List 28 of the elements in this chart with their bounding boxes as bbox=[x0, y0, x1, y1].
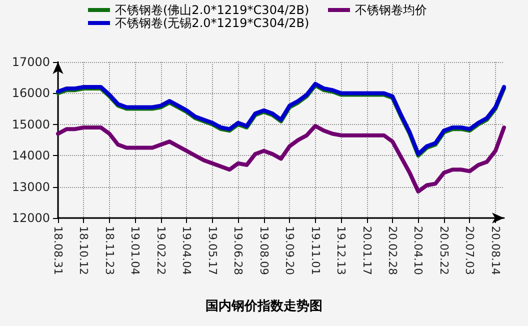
x-tick-label: 20.02.28 bbox=[386, 226, 399, 275]
y-tick-label: 12000 bbox=[12, 211, 50, 225]
x-tick-label: 19.06.28 bbox=[232, 226, 245, 275]
x-tick-label: 20.07.03 bbox=[463, 226, 476, 275]
y-tick-label: 14000 bbox=[12, 148, 50, 163]
y-tick-label: 15000 bbox=[12, 117, 50, 132]
legend-label: 不锈钢卷均价 bbox=[355, 3, 427, 17]
x-tick-label: 20.08.14 bbox=[488, 226, 502, 275]
x-tick-label: 19.11.01 bbox=[308, 226, 322, 275]
x-tick-label: 20.01.17 bbox=[360, 226, 374, 275]
x-tick-label: 19.02.22 bbox=[154, 226, 168, 275]
x-tick-label: 19.08.09 bbox=[257, 226, 270, 275]
x-tick-label: 18.08.31 bbox=[52, 226, 64, 275]
x-tick-label: 18.11.23 bbox=[102, 226, 116, 275]
x-tick-label: 19.05.17 bbox=[206, 226, 219, 275]
text: 国内钢价指数走势图 bbox=[206, 298, 322, 314]
x-tick-label: 20.04.10 bbox=[412, 226, 425, 275]
y-tick-label: 13000 bbox=[12, 180, 50, 194]
x-tick-label: 19.12.13 bbox=[334, 226, 348, 275]
y-tick-label: 16000 bbox=[12, 86, 50, 100]
y-tick-label: 17000 bbox=[12, 55, 50, 69]
x-tick-label: 19.09.20 bbox=[283, 226, 296, 275]
x-tick-label: 19.04.04 bbox=[180, 226, 194, 275]
legend-label: 不锈钢卷(佛山2.0*1219*C304/2B) bbox=[115, 3, 310, 17]
x-tick-label: 19.01.04 bbox=[128, 226, 142, 275]
x-tick-label: 18.10.12 bbox=[77, 226, 90, 275]
legend-label: 不锈钢卷(无锡2.0*1219*C304/2B) bbox=[115, 16, 310, 30]
x-tick-label: 20.05.22 bbox=[437, 226, 450, 275]
